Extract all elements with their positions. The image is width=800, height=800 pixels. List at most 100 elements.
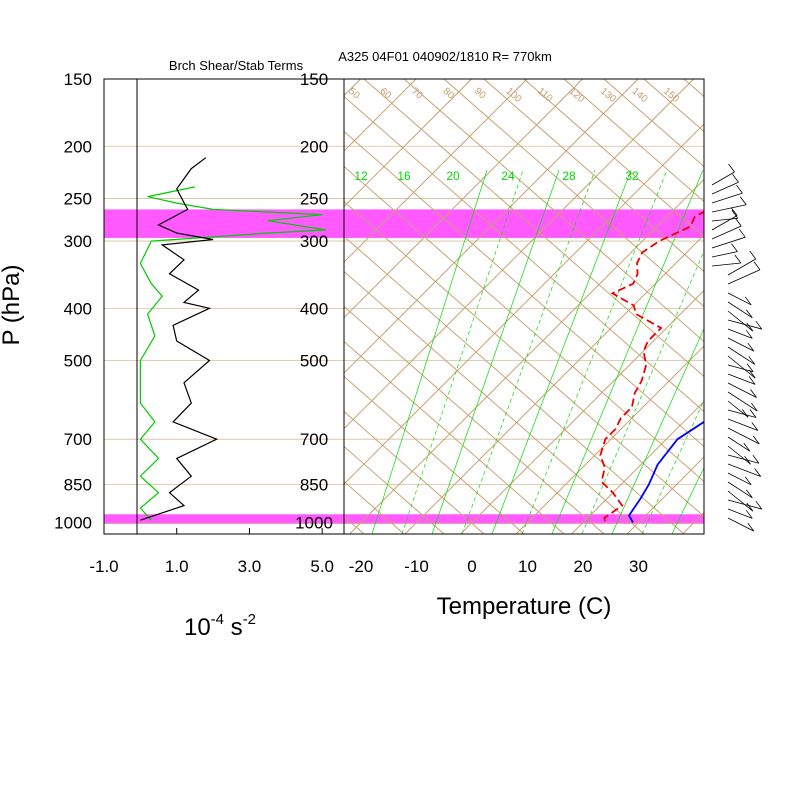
dry-adiabat-line bbox=[344, 305, 605, 534]
x-tick-label: -1.0 bbox=[89, 557, 118, 576]
mixing-ratio-line bbox=[611, 327, 704, 534]
isotherm-line bbox=[626, 456, 704, 534]
pressure-tick-label: 150 bbox=[300, 70, 328, 89]
dry-adiabat-label: 100 bbox=[504, 86, 524, 105]
wind-barb bbox=[711, 217, 738, 222]
wind-barb bbox=[727, 310, 754, 332]
wind-barb bbox=[727, 328, 753, 339]
highlight-band bbox=[104, 514, 704, 524]
dry-adiabat-label: 150 bbox=[661, 86, 681, 105]
wind-barb-flag bbox=[746, 489, 753, 499]
left-pressure-ticks: 150 200 250 300 400 500 700 850 1000 bbox=[54, 70, 92, 533]
wind-barb bbox=[727, 409, 757, 418]
isotherm-line bbox=[344, 79, 639, 374]
isotherm-line bbox=[682, 511, 704, 534]
mixing-ratio-lines bbox=[371, 169, 704, 534]
isotherm-line bbox=[794, 79, 800, 534]
wind-barb bbox=[711, 225, 742, 240]
mixing-ratio-label: 24 bbox=[501, 169, 515, 183]
temperature-tick-label: 20 bbox=[574, 557, 593, 576]
isotherm-line bbox=[0, 79, 194, 534]
wind-barb bbox=[727, 364, 754, 373]
pressure-tick-label: 400 bbox=[300, 299, 328, 318]
dry-adiabat-line bbox=[344, 340, 565, 534]
isotherm-line bbox=[738, 79, 800, 534]
dry-adiabat-line bbox=[344, 235, 685, 534]
temperature-tick-label: -10 bbox=[404, 557, 429, 576]
wind-barb-flag bbox=[751, 402, 758, 412]
wind-barbs bbox=[711, 163, 763, 532]
wind-barb bbox=[727, 508, 753, 519]
wind-barb-flag bbox=[746, 322, 754, 332]
wind-barb-flag bbox=[745, 510, 753, 519]
wind-barb-flag bbox=[752, 435, 760, 445]
temperature-line bbox=[627, 420, 704, 524]
wind-barb-flag bbox=[755, 320, 763, 330]
wind-barb-flag bbox=[741, 409, 749, 418]
dry-adiabat-label: 50 bbox=[346, 86, 362, 102]
mixing-ratio-line bbox=[401, 169, 524, 534]
mixing-ratio-line bbox=[371, 169, 488, 534]
x-tick-label: 1.0 bbox=[165, 557, 189, 576]
right-title: A325 04F01 040902/1810 R= 770km bbox=[338, 49, 552, 64]
pressure-tick-label: 400 bbox=[64, 299, 92, 318]
pressure-tick-label: 200 bbox=[300, 137, 328, 156]
mixing-ratio-line bbox=[491, 169, 632, 534]
wind-barb-flag bbox=[750, 389, 757, 398]
wind-barb bbox=[727, 391, 758, 412]
dry-adiabat-line bbox=[344, 130, 704, 448]
isotherm-line bbox=[344, 123, 704, 485]
shear-term-line bbox=[140, 157, 219, 521]
dry-adiabat-line bbox=[483, 79, 704, 273]
mixing-ratio-label: 28 bbox=[562, 169, 576, 183]
mixing-ratio-line bbox=[521, 169, 668, 534]
pressure-tick-label: 1000 bbox=[54, 514, 92, 533]
wind-barb bbox=[727, 373, 756, 385]
pressure-tick-label: 500 bbox=[300, 352, 328, 371]
x-tick-label: 3.0 bbox=[238, 557, 262, 576]
isotherm-line bbox=[344, 79, 472, 208]
pressure-tick-label: 150 bbox=[64, 70, 92, 89]
isotherm-line bbox=[404, 234, 704, 534]
wind-barb bbox=[711, 192, 743, 204]
temperature-tick-label: 10 bbox=[518, 557, 537, 576]
temperature-tick-label: 0 bbox=[467, 557, 476, 576]
left-title: Brch Shear/Stab Terms bbox=[169, 58, 304, 73]
mixing-ratio-line bbox=[461, 169, 596, 534]
isotherm-line bbox=[460, 289, 704, 534]
wind-barb-flag bbox=[748, 376, 756, 385]
isotherms bbox=[0, 79, 800, 534]
wind-barb-flag bbox=[746, 363, 754, 372]
wind-barb bbox=[711, 171, 735, 186]
wind-barb-flag bbox=[738, 228, 746, 238]
wind-barb-flag bbox=[745, 330, 753, 339]
dry-adiabat-line bbox=[643, 79, 704, 133]
isotherm-line bbox=[344, 79, 694, 430]
wind-barb-flag bbox=[754, 468, 761, 477]
pressure-tick-label: 1000 bbox=[295, 514, 333, 533]
temperature-tick-label: -20 bbox=[349, 557, 374, 576]
right-pressure-ticks: 150 200 250 300 400 500 700 850 1000 bbox=[295, 70, 333, 533]
mixing-ratio-labels: 12 16 20 24 28 32 bbox=[354, 169, 639, 183]
wind-barb-flag bbox=[753, 261, 761, 271]
pressure-tick-label: 850 bbox=[300, 476, 328, 495]
mixing-ratio-label: 32 bbox=[625, 169, 639, 183]
dry-adiabat-label: 90 bbox=[472, 86, 488, 102]
wind-barb-flag bbox=[732, 173, 739, 183]
dry-adiabat-line bbox=[344, 165, 704, 483]
wind-barb bbox=[727, 454, 760, 464]
x-tick-label: 5.0 bbox=[310, 557, 334, 576]
wind-barb bbox=[727, 490, 754, 512]
wind-barb bbox=[727, 436, 751, 452]
wind-barb-flag bbox=[744, 476, 752, 486]
wind-barb-flag bbox=[749, 250, 757, 260]
dry-adiabat-label: 120 bbox=[567, 86, 587, 105]
wind-barb bbox=[727, 472, 752, 486]
wind-barb bbox=[711, 236, 746, 249]
temperature-tick-label: 30 bbox=[629, 557, 648, 576]
dry-adiabat-line bbox=[764, 79, 800, 534]
left-x-axis-label: 10-4 s-2 bbox=[184, 611, 256, 641]
dry-adiabat-line bbox=[344, 445, 445, 534]
pressure-tick-label: 250 bbox=[64, 189, 92, 208]
